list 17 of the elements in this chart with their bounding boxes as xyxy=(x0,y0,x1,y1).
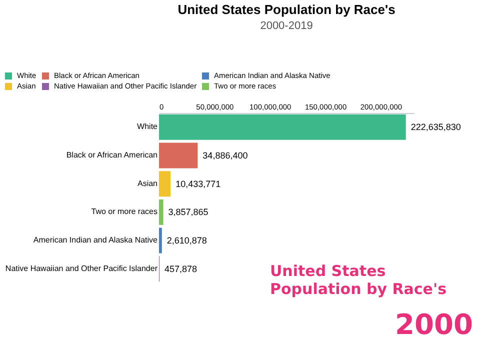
text: 2000 xyxy=(395,308,473,341)
annotation: United States xyxy=(270,262,387,280)
y-tick-label: Native Hawaiian and Other Pacific Islander xyxy=(5,264,158,273)
data-label: 34,886,400 xyxy=(202,150,248,160)
data-label: 457,878 xyxy=(164,264,198,274)
data-label: 222,635,830 xyxy=(410,122,461,132)
y-tick-label: Black or African American xyxy=(66,150,158,160)
y-tick-label: White xyxy=(137,122,158,132)
chart-subtitle: 2000-2019 xyxy=(260,20,313,32)
annotation: Population by Race's xyxy=(270,280,446,298)
data-label: 10,433,771 xyxy=(176,178,221,189)
y-tick-label: American Indian and Alaska Native xyxy=(33,236,158,244)
y-tick-label: Two or more races xyxy=(91,207,158,216)
data-label: 3,857,865 xyxy=(168,207,208,218)
chart-title: United States Population by Race's xyxy=(178,2,396,17)
y-tick-label: Asian xyxy=(137,178,158,188)
data-label: 2,610,878 xyxy=(166,236,207,246)
